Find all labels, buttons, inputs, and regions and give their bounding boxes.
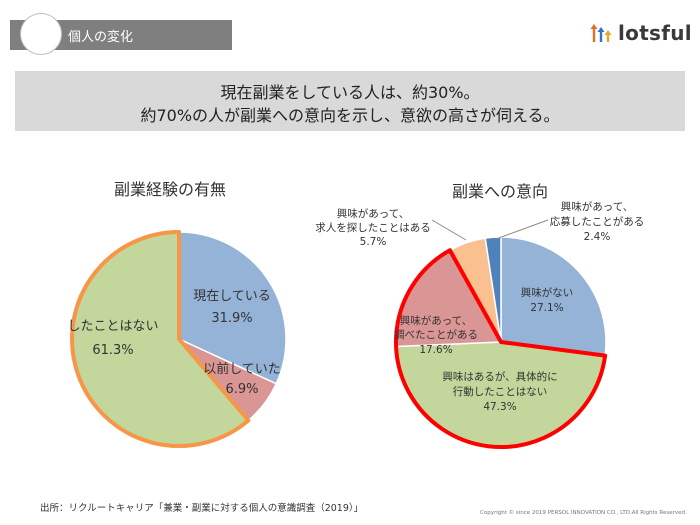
slice-label-1: 興味がない [521, 286, 574, 299]
logo-arrow-head [604, 30, 612, 35]
slice-label-3-line-1: 興味があって、 [400, 314, 472, 327]
slice-label-4-line-1: 興味があって、 [337, 207, 409, 220]
pie-chart-experience: 現在している 31.9% 以前していた 6.9% したことはない 61.3% [67, 230, 287, 448]
chart-title-experience: 副業経験の有無 [113, 180, 226, 199]
slice-label-2-line-1: 興味はあるが、具体的に [442, 370, 557, 383]
slice-value-5: 2.4% [584, 231, 611, 243]
summary-banner: 現在副業をしている人は、約30%。 約70%の人が副業への意向を示し、意欲の高さ… [15, 71, 685, 131]
slice-value-4: 5.7% [360, 236, 387, 248]
slice-label-3-line-2: 調べたことがある [394, 328, 478, 341]
pie-slice-1 [178, 231, 287, 385]
page-title: 個人の変化 [68, 30, 134, 45]
slice-value-3: 17.6% [419, 344, 452, 356]
leader-line-5 [495, 219, 549, 240]
summary-line-2: 約70%の人が副業への意向を示し、意欲の高さが伺える。 [140, 106, 560, 125]
slice-value-1: 31.9% [211, 311, 252, 326]
copyright-note: Copyright © since 2019 PERSOL INNOVATION… [480, 510, 687, 516]
slice-label-2: 以前していた [203, 361, 281, 377]
pie-interest-highlight-outline [394, 248, 608, 449]
summary-line-1: 現在副業をしている人は、約30%。 [220, 83, 480, 102]
header-circle-decoration [20, 13, 62, 55]
logo-arrow-head [590, 24, 598, 29]
slice-value-2: 47.3% [483, 401, 516, 413]
leader-line-4 [431, 219, 467, 241]
pie-slice-1 [500, 236, 607, 357]
logo-text: lotsful [618, 21, 692, 45]
slice-label-1: 現在している [193, 289, 271, 304]
slice-label-2-line-2: 行動したことはない [453, 385, 548, 398]
slice-label-3: したことはない [67, 319, 158, 334]
slice-label-4-line-2: 求人を探したことはある [315, 221, 431, 234]
slice-value-3: 61.3% [92, 343, 133, 358]
slice-value-2: 6.9% [225, 382, 258, 397]
slice-label-5-line-2: 応募したことがある [550, 215, 645, 228]
chart-title-intention: 副業への意向 [451, 182, 548, 201]
source-note: 出所：リクルートキャリア「兼業・副業に対する個人の意識調査（2019）」 [40, 503, 364, 514]
pie-slice-highlight-outline [70, 230, 251, 448]
logo-arrows-icon [590, 24, 612, 42]
logo-arrow-head [597, 27, 605, 32]
slice-value-1: 27.1% [530, 302, 563, 314]
slice-label-5-line-1: 興味があって、 [561, 200, 633, 213]
